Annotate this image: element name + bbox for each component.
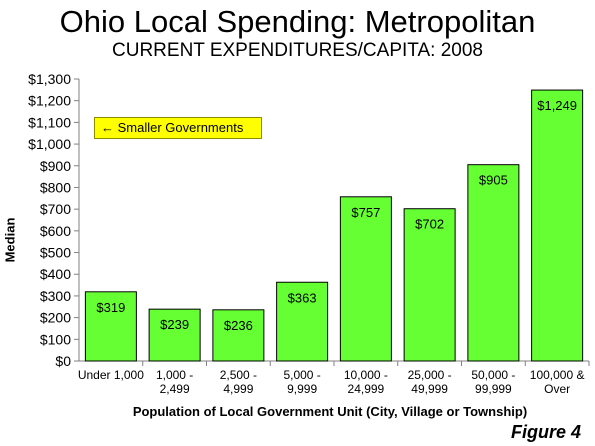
smaller-governments-callout: ← Smaller Governments: [94, 117, 262, 139]
bar-value-label: $702: [415, 217, 444, 232]
y-tick-label: $600: [40, 223, 71, 239]
bar-value-label: $1,249: [537, 98, 577, 113]
bar: [276, 281, 329, 362]
figure-label: Figure 4: [510, 422, 581, 442]
bar: [148, 308, 201, 362]
x-tick-label: 5,000 -: [283, 368, 320, 382]
y-tick-label: $200: [40, 310, 71, 326]
bar: [212, 309, 265, 362]
bar-value-label: $236: [224, 318, 253, 333]
y-tick-label: $1,000: [28, 136, 71, 152]
x-tick-label: 1,000 -: [156, 368, 193, 382]
x-tick-label: 25,000 -: [408, 368, 452, 382]
y-tick-label: $400: [40, 266, 71, 282]
x-axis-label: Population of Local Government Unit (Cit…: [132, 404, 528, 419]
bar-value-label: $363: [288, 290, 317, 305]
chart-subtitle: CURRENT EXPENDITURES/CAPITA: 2008: [112, 40, 483, 61]
bar-value-label: $757: [351, 205, 380, 220]
bar-value-label: $239: [160, 317, 189, 332]
x-tick-label: Under 1,000: [78, 368, 144, 382]
bar: [403, 208, 456, 362]
bar: [339, 196, 392, 362]
y-tick-label: $500: [40, 245, 71, 261]
x-tick-label: 2,500 -: [220, 368, 257, 382]
x-tick-label: 10,000 -: [344, 368, 388, 382]
y-tick-label: $1,100: [28, 114, 71, 130]
x-tick-label: Over: [544, 382, 570, 396]
x-tick-label: 2,499: [160, 382, 190, 396]
x-tick-label: 50,000 -: [471, 368, 515, 382]
x-tick-label: 9,999: [287, 382, 317, 396]
chart-title: Ohio Local Spending: Metropolitan: [59, 4, 536, 39]
bar-value-label: $905: [479, 173, 508, 188]
x-tick-label: 24,999: [348, 382, 385, 396]
x-tick-label: 100,000 &: [530, 368, 585, 382]
y-tick-label: $100: [40, 331, 71, 347]
bar-value-label: $319: [96, 300, 125, 315]
x-tick-label: 49,999: [411, 382, 448, 396]
bar: [84, 291, 137, 362]
y-tick-label: $300: [40, 288, 71, 304]
y-axis-label: Median: [2, 217, 18, 263]
y-tick-label: $1,200: [28, 93, 71, 109]
bar: [531, 89, 584, 362]
y-tick-label: $800: [40, 179, 71, 195]
bar: [467, 164, 520, 362]
y-tick-label: $1,300: [28, 71, 71, 87]
y-tick-label: $0: [55, 353, 71, 369]
y-tick-label: $900: [40, 158, 71, 174]
x-tick-label: 4,999: [223, 382, 253, 396]
y-tick-label: $700: [40, 201, 71, 217]
x-tick-label: 99,999: [475, 382, 512, 396]
